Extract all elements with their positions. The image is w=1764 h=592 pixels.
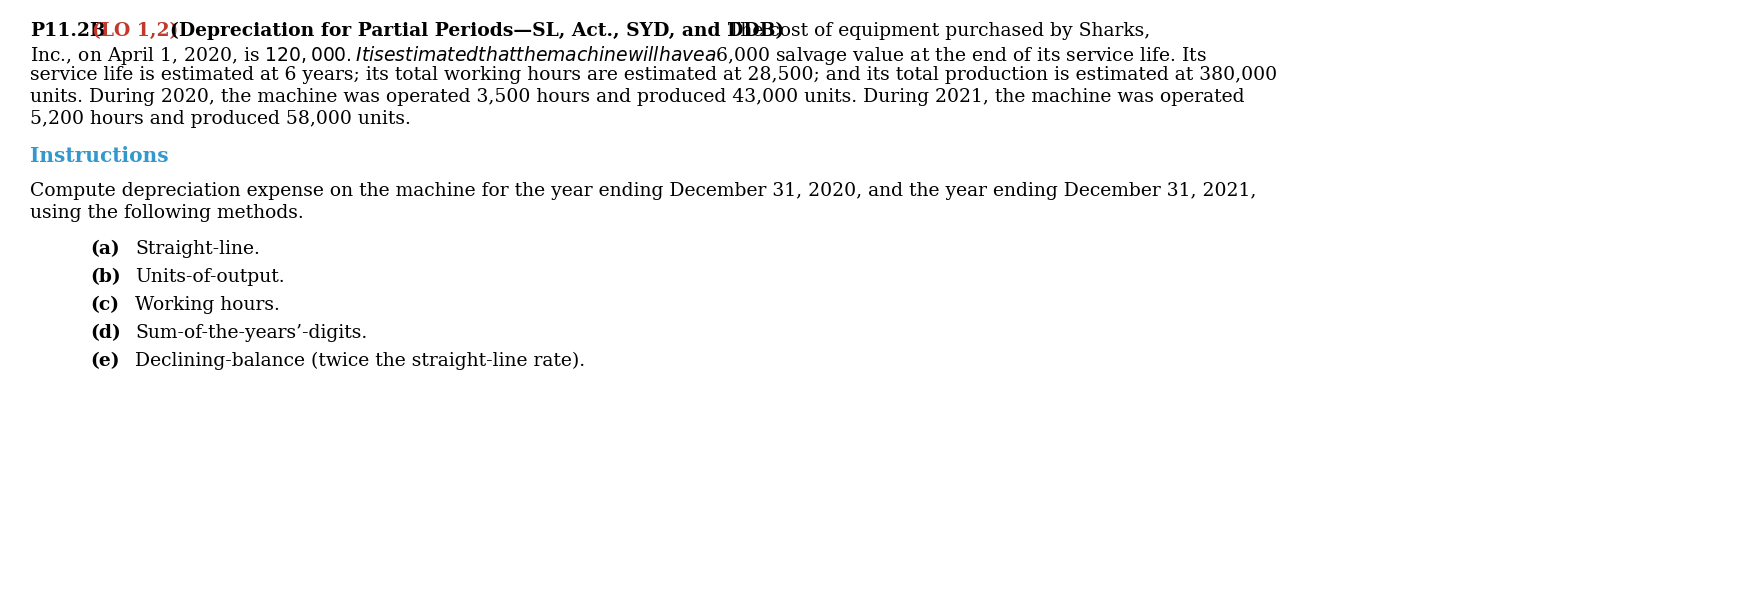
Text: Inc., on April 1, 2020, is $120,000. It is estimated that the machine will have : Inc., on April 1, 2020, is $120,000. It …	[30, 44, 1207, 67]
Text: Compute depreciation expense on the machine for the year ending December 31, 202: Compute depreciation expense on the mach…	[30, 182, 1256, 200]
Text: (LO 1,2): (LO 1,2)	[92, 22, 178, 40]
Text: Declining-balance (twice the straight-line rate).: Declining-balance (twice the straight-li…	[136, 352, 586, 370]
Text: (d): (d)	[90, 324, 120, 342]
Text: units. During 2020, the machine was operated 3,500 hours and produced 43,000 uni: units. During 2020, the machine was oper…	[30, 88, 1244, 106]
Text: Instructions: Instructions	[30, 146, 169, 166]
Text: service life is estimated at 6 years; its total working hours are estimated at 2: service life is estimated at 6 years; it…	[30, 66, 1277, 84]
Text: (Depreciation for Partial Periods—SL, Act., SYD, and DDB): (Depreciation for Partial Periods—SL, Ac…	[169, 22, 785, 40]
Text: Sum-of-the-years’-digits.: Sum-of-the-years’-digits.	[136, 324, 367, 342]
Text: Working hours.: Working hours.	[136, 296, 280, 314]
Text: Units-of-output.: Units-of-output.	[136, 268, 284, 286]
Text: P11.2B: P11.2B	[30, 22, 106, 40]
Text: (e): (e)	[90, 352, 120, 370]
Text: 5,200 hours and produced 58,000 units.: 5,200 hours and produced 58,000 units.	[30, 110, 411, 128]
Text: (c): (c)	[90, 296, 118, 314]
Text: Straight-line.: Straight-line.	[136, 240, 259, 258]
Text: (a): (a)	[90, 240, 120, 258]
Text: using the following methods.: using the following methods.	[30, 204, 303, 222]
Text: (b): (b)	[90, 268, 120, 286]
Text: The cost of equipment purchased by Sharks,: The cost of equipment purchased by Shark…	[721, 22, 1150, 40]
